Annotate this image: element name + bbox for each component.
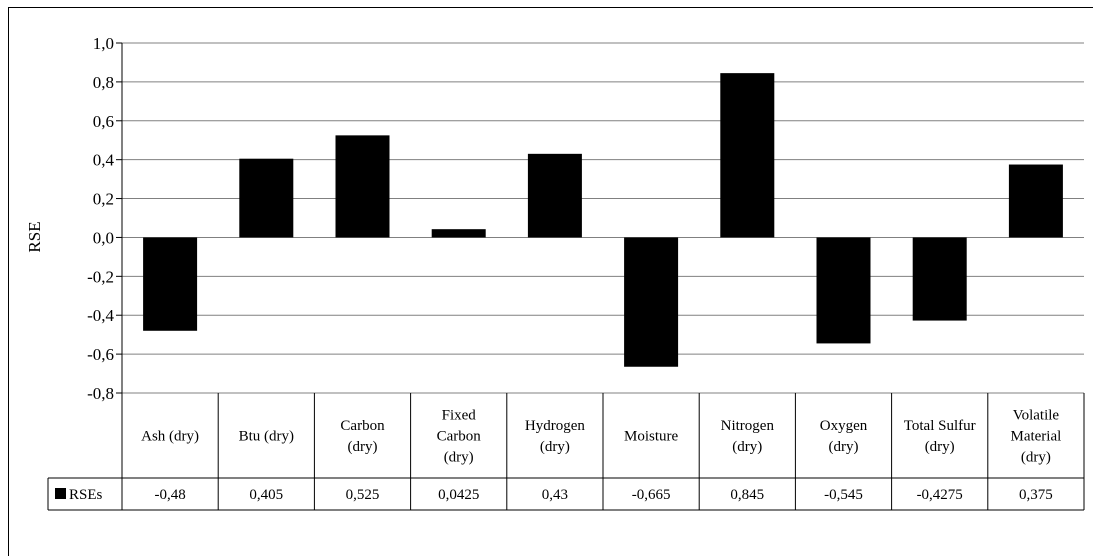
category-label: Oxygen (dry) (820, 418, 868, 455)
y-axis-label: RSE (25, 221, 44, 252)
y-tick-label: 0,8 (93, 73, 114, 92)
category-label: Ash (dry) (141, 429, 199, 445)
bar (335, 135, 390, 238)
category-label: Fixed Carbon (dry) (437, 408, 482, 466)
data-label: -0,545 (824, 487, 863, 503)
data-label: 0,845 (730, 487, 764, 503)
bar (143, 237, 198, 331)
bar (1008, 164, 1063, 238)
series-name: RSEs (69, 487, 103, 503)
bar (720, 73, 775, 238)
bar (816, 237, 871, 344)
bar (239, 158, 294, 238)
category-label: Volatile Material (dry) (1010, 408, 1061, 466)
data-label: 0,0425 (438, 487, 479, 503)
data-label: -0,4275 (917, 487, 963, 503)
y-tick-label: 0,4 (93, 151, 115, 170)
chart-frame (8, 7, 1093, 556)
category-label: Carbon (dry) (340, 418, 385, 455)
category-label: Btu (dry) (239, 429, 294, 445)
legend-key (55, 488, 66, 499)
data-label: 0,525 (346, 487, 380, 503)
data-label: 0,405 (249, 487, 283, 503)
bars (143, 73, 1063, 367)
data-label: -0,48 (154, 487, 185, 503)
data-label: -0,665 (632, 487, 671, 503)
y-tick-label: 0,6 (93, 112, 114, 131)
y-tick-label: 0,2 (93, 190, 114, 209)
data-label: 0,43 (542, 487, 568, 503)
category-label: Moisture (624, 429, 679, 445)
data-table: Ash (dry) Btu (dry) Carbon (dry) Fixed Carbon… (47, 393, 1085, 511)
category-label: Nitrogen (dry) (721, 418, 775, 455)
axes (116, 42, 123, 394)
category-label: Total Sulfur (dry) (904, 418, 976, 455)
y-tick-label: -0,8 (87, 384, 114, 403)
y-tick-label: 1,0 (93, 34, 114, 53)
category-label: Hydrogen (dry) (525, 418, 585, 455)
y-tick-labels: 1,0 0,8 0,6 0,4 0,2 0,0 -0,2 -0,4 -0,6 -0,8 (87, 34, 114, 403)
y-tick-label: -0,6 (87, 345, 114, 364)
y-tick-label: -0,2 (87, 267, 114, 286)
data-label: 0,375 (1019, 487, 1053, 503)
y-tick-label: -0,4 (87, 306, 114, 325)
bar (912, 237, 967, 321)
bar (431, 229, 486, 238)
bar (527, 153, 582, 238)
bar (624, 237, 679, 367)
y-tick-label: 0,0 (93, 228, 114, 247)
